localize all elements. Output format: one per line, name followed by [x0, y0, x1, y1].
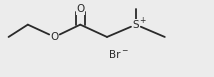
- Text: −: −: [122, 46, 128, 55]
- Text: O: O: [76, 4, 84, 14]
- Text: S: S: [133, 20, 139, 30]
- Text: Br: Br: [109, 50, 120, 60]
- Text: +: +: [139, 16, 146, 24]
- Text: O: O: [51, 32, 59, 42]
